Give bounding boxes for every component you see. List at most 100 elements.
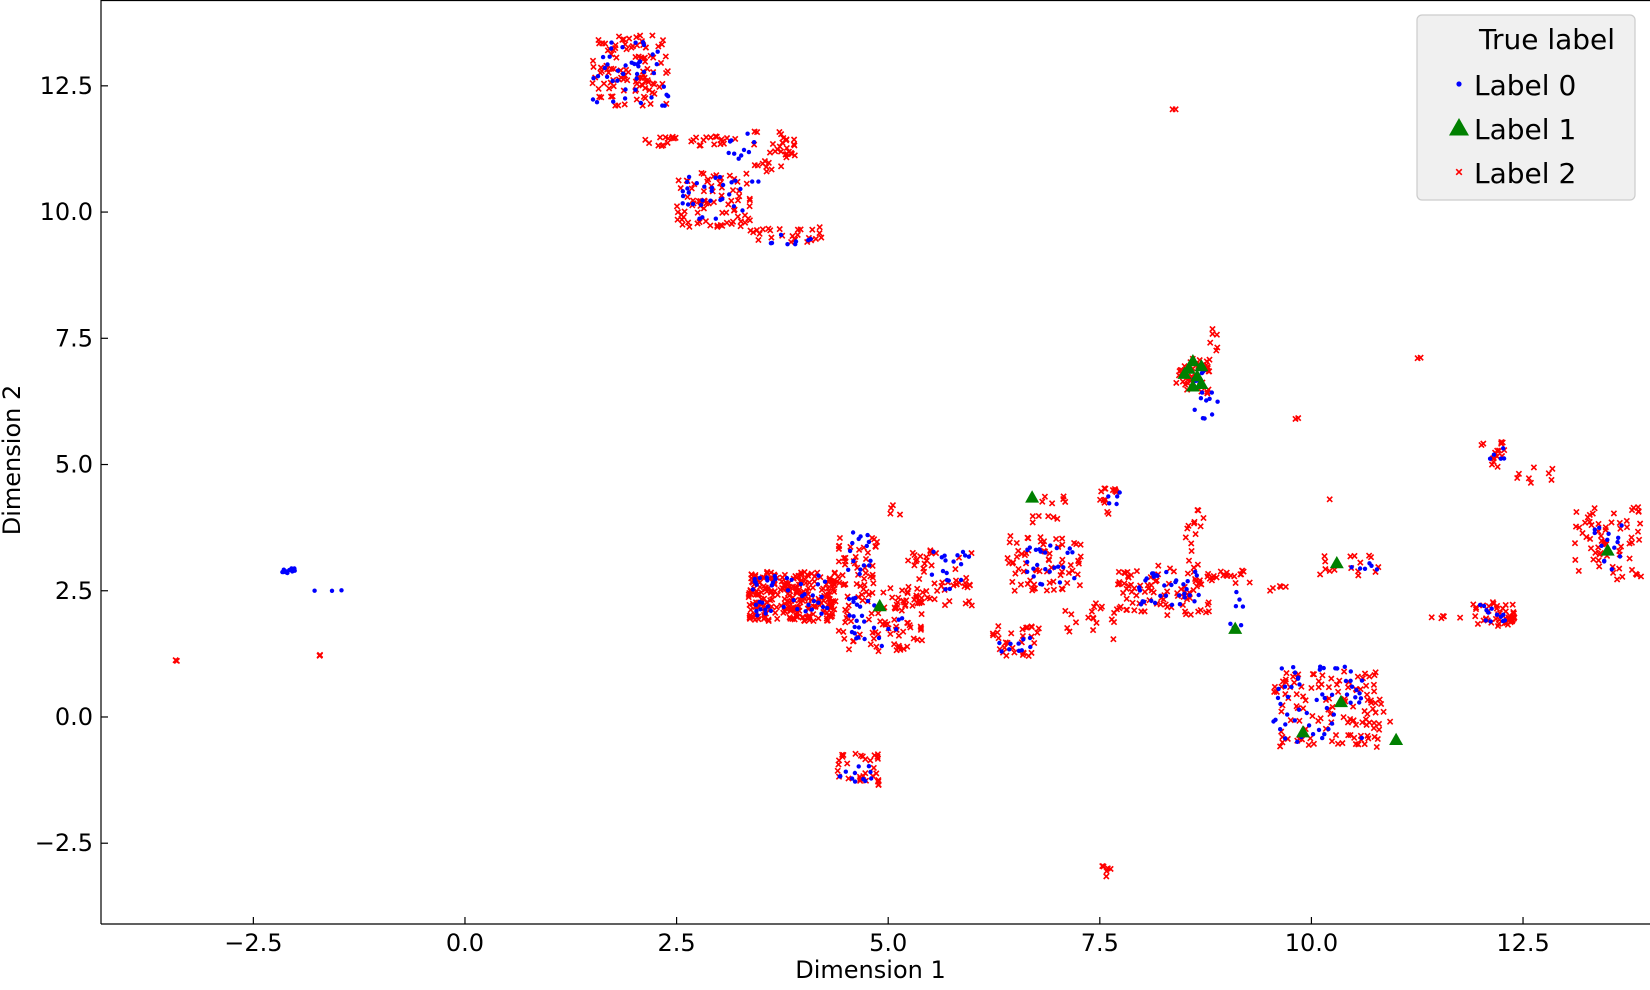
label-2-point <box>834 573 842 580</box>
label-0-point <box>816 573 821 578</box>
label-0-point <box>1316 727 1322 733</box>
label-0-point <box>702 184 707 189</box>
label-0-point <box>856 764 861 769</box>
label-2-point <box>772 609 779 616</box>
label-0-point <box>641 69 647 75</box>
label-0-point <box>590 97 596 102</box>
label-2-point <box>1098 488 1105 495</box>
label-2-point <box>875 648 882 655</box>
label-2-point <box>759 226 766 233</box>
label-2-point <box>797 226 804 233</box>
label-0-point <box>894 627 899 632</box>
label-0-point <box>736 156 741 161</box>
label-0-point <box>1619 523 1624 528</box>
label-2-point <box>607 93 615 100</box>
label-2-point <box>1011 587 1018 594</box>
label-2-point <box>1370 719 1378 727</box>
label-0-point <box>784 575 790 581</box>
label-0-point <box>611 99 616 104</box>
label-2-point <box>891 616 898 623</box>
x-tick-label: 10.0 <box>1285 929 1338 957</box>
label-2-point <box>1361 740 1368 748</box>
label-2-point <box>1007 532 1014 540</box>
label-0-point <box>727 139 733 144</box>
label-2-point <box>1595 520 1602 528</box>
label-2-point <box>1217 568 1224 575</box>
label-0-point <box>1115 494 1120 499</box>
x-tick-label: 7.5 <box>1081 929 1119 957</box>
label-0-point <box>856 635 861 640</box>
label-2-point <box>774 591 781 598</box>
label-0-point <box>1358 696 1364 701</box>
label-2-point <box>1054 515 1061 522</box>
label-0-point <box>1609 567 1615 572</box>
label-2-point <box>743 170 750 177</box>
label-2-point <box>1595 557 1602 564</box>
label-0-point <box>819 611 824 616</box>
label-0-point <box>615 78 620 83</box>
label-2-point <box>1064 624 1071 632</box>
label-2-point <box>1472 613 1479 620</box>
label-0-point <box>1072 576 1077 581</box>
label-2-point <box>1597 532 1605 540</box>
label-1-point <box>1228 621 1243 634</box>
label-0-point <box>600 54 606 60</box>
label-2-point <box>1596 563 1603 570</box>
points-layer <box>172 32 1645 880</box>
label-2-point <box>746 203 753 210</box>
label-2-point <box>729 218 737 225</box>
label-0-point <box>1061 565 1066 570</box>
y-tick-label: 0.0 <box>55 703 93 731</box>
label-2-point <box>875 610 882 617</box>
label-2-point <box>892 605 899 612</box>
label-2-point <box>989 630 997 637</box>
label-2-point <box>842 580 849 588</box>
label-0-point <box>1181 582 1186 587</box>
label-2-point <box>1377 700 1385 708</box>
label-0-point <box>1057 580 1063 585</box>
label-2-point <box>768 166 775 173</box>
label-2-point <box>1122 569 1129 577</box>
label-2-point <box>893 601 900 608</box>
label-0-point <box>1192 599 1197 604</box>
label-0-point <box>1343 678 1349 684</box>
label-0-point <box>1177 602 1183 607</box>
label-2-point <box>1194 561 1202 568</box>
label-2-point <box>1004 554 1011 562</box>
label-2-point <box>1628 534 1635 541</box>
label-2-point <box>789 232 796 240</box>
label-2-point <box>1636 520 1644 527</box>
legend-box <box>1416 14 1636 201</box>
label-0-point <box>751 140 757 145</box>
label-2-point <box>1310 740 1318 747</box>
label-2-point <box>920 568 928 575</box>
label-0-point <box>1306 723 1312 728</box>
label-2-point <box>826 577 834 584</box>
label-2-point <box>655 43 662 50</box>
label-2-point <box>911 562 918 569</box>
label-2-point <box>1619 573 1626 580</box>
label-2-point <box>694 209 701 216</box>
label-0-point <box>1483 618 1489 623</box>
label-2-point <box>902 601 909 609</box>
label-2-point <box>1530 464 1538 471</box>
label-0-point <box>1498 456 1504 461</box>
legend-marker-label-0 <box>1456 81 1462 87</box>
label-2-point <box>711 141 718 148</box>
label-2-point <box>1373 743 1380 751</box>
label-2-point <box>1162 601 1169 608</box>
label-0-point <box>1106 494 1111 499</box>
label-2-point <box>656 83 663 91</box>
label-2-point <box>874 778 882 785</box>
label-2-point <box>615 102 622 109</box>
label-2-point <box>806 612 813 619</box>
label-2-point <box>784 590 792 598</box>
label-2-point <box>642 77 649 85</box>
label-2-point <box>754 162 761 169</box>
label-0-point <box>778 232 784 238</box>
label-0-point <box>680 193 686 199</box>
label-2-point <box>1417 354 1424 361</box>
label-2-point <box>1024 624 1031 631</box>
label-2-point <box>623 46 630 53</box>
label-2-point <box>690 136 697 144</box>
